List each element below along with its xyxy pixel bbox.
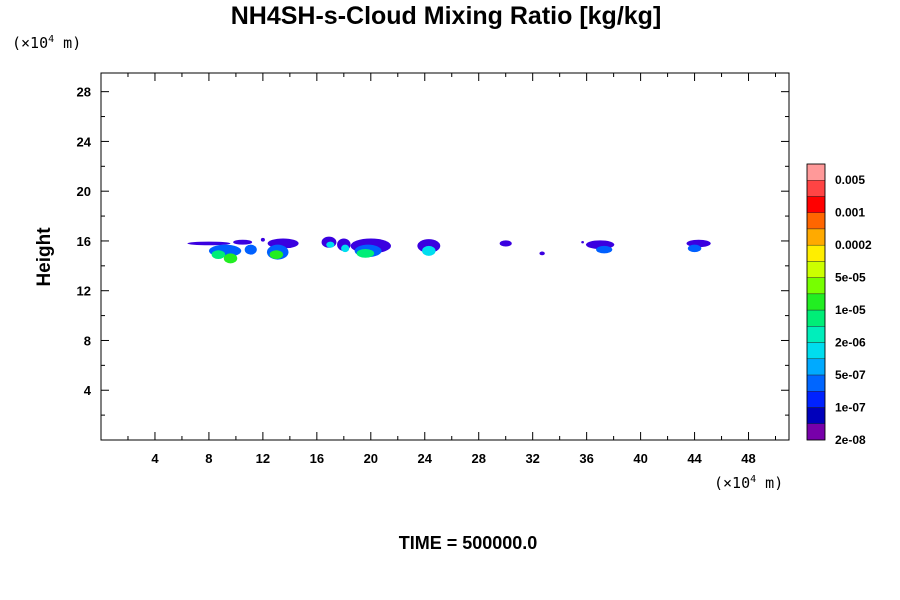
y-tick-label: 20 <box>77 184 91 199</box>
cloud-patch <box>211 250 226 259</box>
x-axis-unit: (×104 m) <box>714 474 783 492</box>
cloud-patch <box>356 249 375 258</box>
colorbar-frame <box>806 163 826 441</box>
colorbar-label: 0.001 <box>835 206 865 220</box>
colorbar-swatch <box>806 374 826 392</box>
x-tick-label: 44 <box>687 451 702 466</box>
colorbar-label: 2e-06 <box>835 336 866 350</box>
x-tick-label: 24 <box>418 451 433 466</box>
x-tick-label: 40 <box>633 451 647 466</box>
cloud-patch <box>422 245 436 256</box>
y-tick-label: 24 <box>77 134 92 149</box>
plot-area <box>100 72 790 441</box>
cloud-patch <box>269 250 284 259</box>
cloud-patch <box>326 241 335 248</box>
y-tick-label: 28 <box>77 85 91 100</box>
cloud-patch <box>223 253 238 264</box>
x-tick-label: 32 <box>525 451 539 466</box>
cloud-patch <box>596 245 613 254</box>
colorbar: 0.005 0.001 0.0002 5e-05 1e-05 2e-06 5e-07 1e-0… <box>806 163 872 447</box>
chart-title: NH4SH-s-Cloud Mixing Ratio [kg/kg] <box>231 2 662 30</box>
cloud-patch <box>687 244 702 253</box>
x-tick-label: 12 <box>256 451 270 466</box>
colorbar-swatch <box>806 407 826 424</box>
colorbar-label: 1e-05 <box>835 303 866 317</box>
colorbar-swatch <box>806 358 826 376</box>
x-tick-label: 48 <box>741 451 755 466</box>
colorbar-label: 5e-07 <box>835 368 866 382</box>
colorbar-swatch <box>806 212 826 230</box>
colorbar-swatch <box>806 261 826 278</box>
colorbar-swatch <box>806 342 826 360</box>
colorbar-swatch <box>806 244 826 262</box>
cloud-patch <box>244 244 257 255</box>
colorbar-swatch <box>806 277 826 295</box>
cloud-patch <box>539 251 545 256</box>
x-tick-label: 4 <box>151 451 159 466</box>
colorbar-swatch <box>806 309 826 327</box>
colorbar-label: 1e-07 <box>835 401 866 415</box>
x-tick-label: 36 <box>579 451 593 466</box>
colorbar-swatch <box>806 228 826 246</box>
cloud-patch <box>499 240 512 247</box>
x-tick-label: 20 <box>364 451 378 466</box>
cloud-patch <box>233 239 253 245</box>
colorbar-label: 5e-05 <box>835 271 866 285</box>
y-tick-label: 4 <box>84 383 92 398</box>
cloud-patch <box>581 240 584 244</box>
y-tick-label: 8 <box>84 333 91 348</box>
colorbar-label: 2e-08 <box>835 433 866 447</box>
x-tick-label: 28 <box>471 451 485 466</box>
x-tick-label: 8 <box>205 451 212 466</box>
x-tick-label: 16 <box>310 451 324 466</box>
y-tick-label: 12 <box>77 284 91 299</box>
y-axis-label: Height <box>34 227 55 287</box>
colorbar-label: 0.0002 <box>835 238 872 252</box>
colorbar-swatch <box>806 163 826 181</box>
cloud-patches <box>187 236 711 264</box>
colorbar-swatch <box>806 180 826 197</box>
colorbar-label: 0.005 <box>835 173 865 187</box>
cloud-patch <box>260 237 265 242</box>
y-tick-label: 16 <box>77 234 91 249</box>
colorbar-swatch <box>806 293 826 311</box>
colorbar-swatch <box>806 391 826 408</box>
colorbar-swatch <box>806 423 826 441</box>
cloud-patch <box>187 241 231 246</box>
cloud-patch <box>341 244 350 253</box>
time-label: TIME = 500000.0 <box>399 533 538 553</box>
colorbar-swatch <box>806 326 826 343</box>
colorbar-swatch <box>806 196 826 213</box>
y-axis-unit: (×104 m) <box>12 34 81 52</box>
